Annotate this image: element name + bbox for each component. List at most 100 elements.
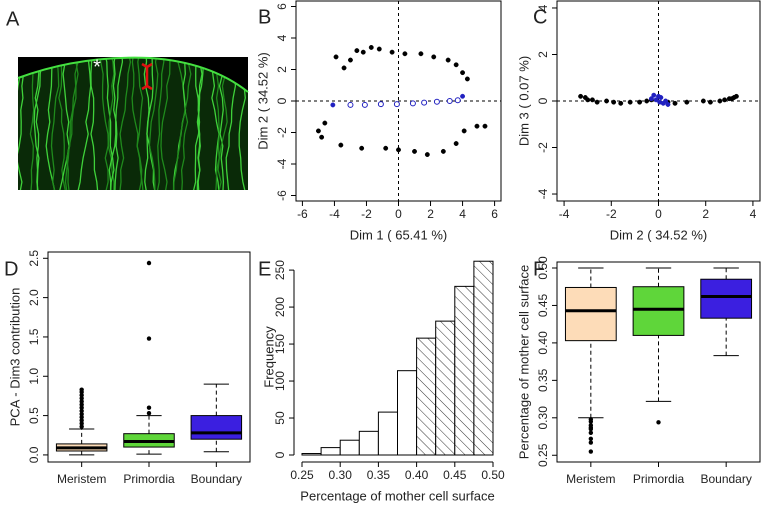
y-tick-label: 200 — [273, 297, 287, 317]
y-tick-label: 6 — [275, 3, 289, 10]
cell-wall — [90, 57, 99, 191]
point — [402, 51, 408, 57]
outlier — [79, 387, 84, 392]
cell-wall — [131, 57, 143, 191]
y-axis-label: Dim 3 ( 0.07 %) — [516, 56, 531, 146]
point — [453, 141, 459, 146]
point — [578, 93, 584, 99]
box — [564, 286, 617, 342]
x-axis-label: Dim 1 ( 65.41 %) — [350, 227, 448, 242]
point — [454, 97, 461, 104]
x-tick-label: Primordia — [633, 472, 685, 486]
point — [684, 99, 690, 105]
point — [333, 54, 339, 60]
point — [421, 99, 428, 106]
tissue — [18, 57, 248, 191]
point — [319, 134, 325, 140]
x-tick-label: Meristem — [566, 472, 615, 486]
x-tick-label: 0 — [395, 207, 402, 221]
panel-letter: F — [533, 258, 545, 280]
cell-wall — [58, 57, 67, 191]
y-tick-label: 2 — [536, 51, 550, 58]
point — [589, 97, 595, 103]
y-axis-label: Percentage of mother cell surface — [516, 265, 531, 459]
y-tick-label: 0.5 — [27, 407, 41, 424]
point — [418, 51, 424, 57]
point — [446, 98, 453, 104]
y-tick-label: 250 — [273, 260, 287, 280]
cell-wall — [160, 57, 171, 191]
y-tick-label: 150 — [273, 334, 287, 354]
point — [464, 76, 470, 82]
bar — [320, 447, 341, 456]
y-tick-label: -2 — [275, 127, 289, 138]
box — [190, 415, 243, 440]
outlier — [146, 260, 152, 266]
outlier — [146, 336, 152, 341]
point — [482, 123, 488, 129]
outlier — [588, 440, 594, 445]
y-tick-label: -6 — [275, 190, 289, 201]
y-axis-label: Dim 2 ( 34.52 %) — [255, 52, 270, 150]
x-tick-label: 0 — [655, 207, 662, 221]
panel-letter: A — [6, 8, 20, 30]
point — [658, 95, 664, 100]
outlier — [79, 402, 84, 407]
point — [717, 98, 723, 104]
x-axis-label: Percentage of mother cell surface — [300, 488, 494, 503]
x-tick-label: Primordia — [123, 472, 175, 486]
cell-wall — [118, 57, 132, 191]
bar — [358, 430, 379, 456]
point — [722, 97, 728, 103]
cell-wall — [29, 57, 36, 191]
outlier — [79, 396, 84, 401]
panel-letter: E — [258, 258, 271, 280]
y-tick-label: 0.40 — [536, 331, 550, 355]
outlier — [79, 414, 84, 420]
point — [453, 62, 459, 68]
bar — [454, 285, 475, 456]
point — [618, 100, 624, 106]
y-tick-label: -4 — [536, 188, 550, 199]
x-tick-label: Meristem — [57, 472, 106, 486]
point — [330, 102, 336, 108]
point — [361, 101, 368, 108]
cell-wall — [58, 57, 70, 191]
surface — [17, 56, 249, 93]
outlier — [79, 421, 84, 426]
point — [700, 98, 706, 104]
bar — [377, 411, 398, 456]
cell-wall — [76, 57, 92, 191]
x-tick-label: 0.35 — [367, 468, 391, 482]
outlier — [588, 449, 594, 454]
annotation: * — [93, 56, 101, 78]
outlier — [79, 424, 84, 429]
point — [440, 148, 446, 154]
point — [644, 98, 650, 104]
point — [431, 54, 437, 60]
outlier — [588, 430, 594, 435]
outlier — [79, 408, 84, 414]
point — [389, 49, 395, 55]
point — [627, 99, 633, 105]
cell-wall — [50, 57, 60, 191]
outlier — [588, 426, 594, 432]
y-tick-label: 0.30 — [536, 406, 550, 430]
point — [460, 70, 466, 76]
cell-wall — [175, 57, 189, 191]
y-tick-label: 0.35 — [536, 368, 550, 392]
point — [354, 48, 360, 54]
point — [383, 145, 389, 151]
point — [377, 101, 384, 108]
cell-wall — [64, 57, 79, 191]
outlier — [79, 405, 84, 410]
point — [733, 93, 739, 99]
outlier — [146, 405, 152, 410]
cell-wall — [210, 57, 220, 191]
cell-wall — [103, 57, 115, 191]
point — [409, 100, 416, 107]
cell-wall — [45, 57, 57, 191]
x-tick-label: Boundary — [191, 472, 242, 486]
point — [341, 65, 347, 71]
cell-wall — [156, 57, 165, 191]
